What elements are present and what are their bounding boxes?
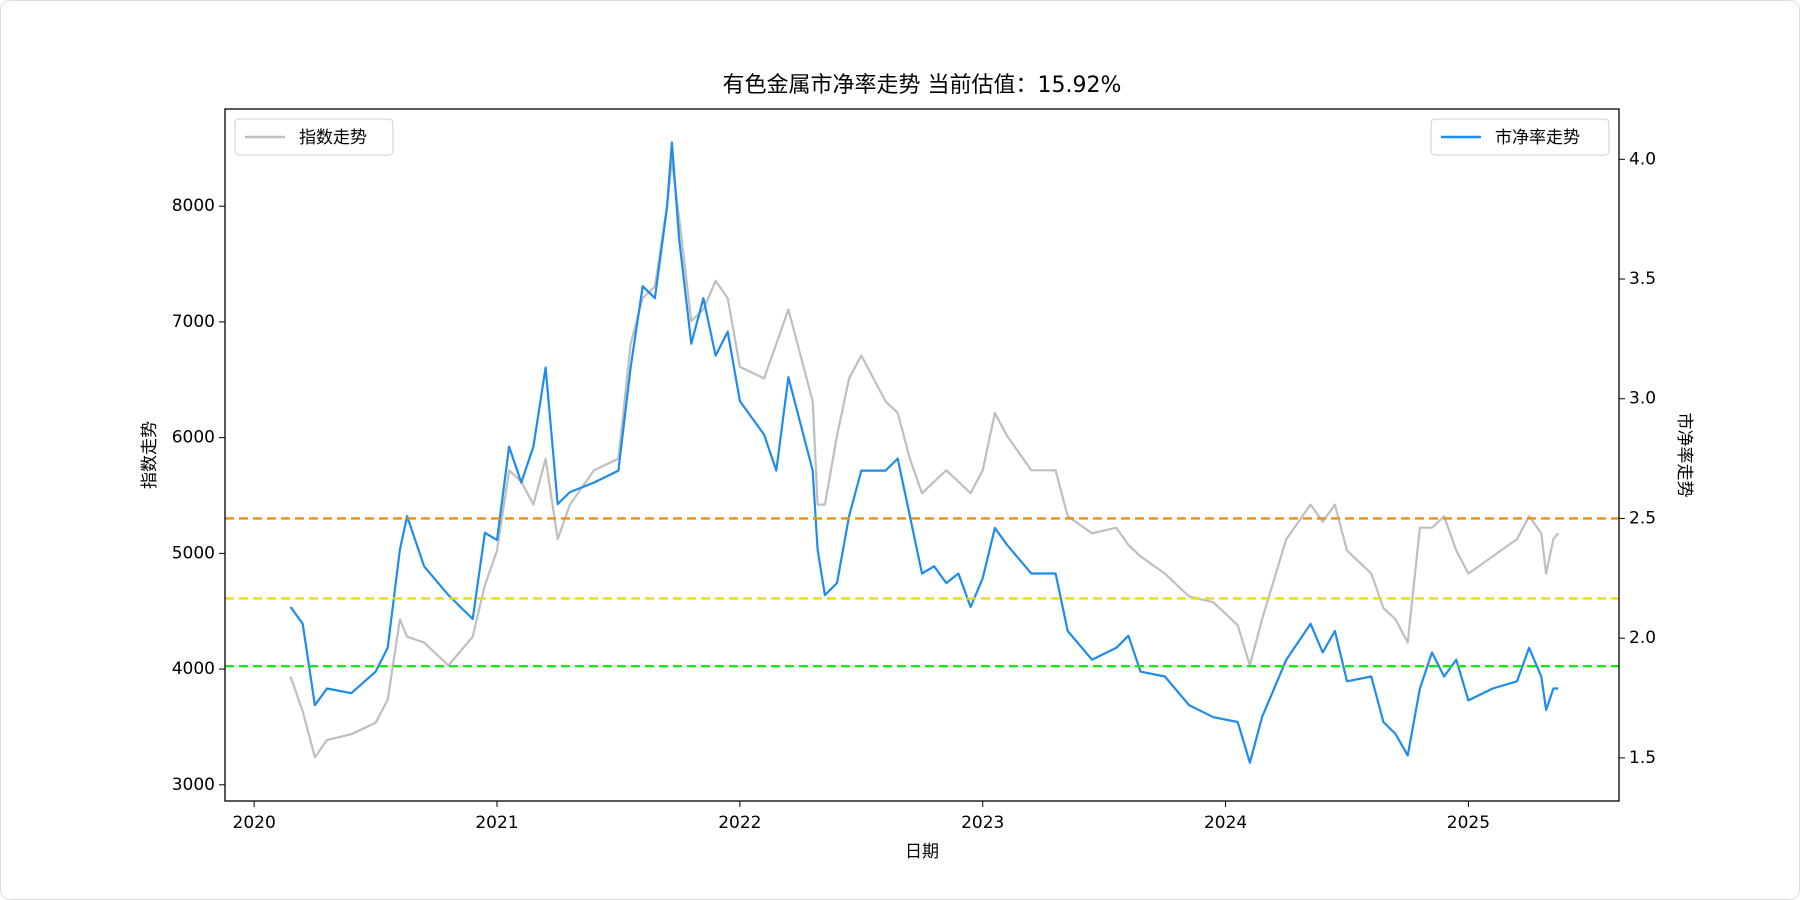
x-axis-label: 日期 — [905, 842, 939, 862]
legend-box — [1430, 118, 1610, 156]
y2-tick-label: 4.0 — [1629, 149, 1656, 169]
legend-label: 市净率走势 — [1495, 128, 1580, 148]
x-tick-label: 2025 — [1447, 813, 1490, 833]
y-tick-label: 3000 — [172, 775, 215, 795]
series-line — [289, 141, 1559, 764]
y2-tick-label: 2.0 — [1629, 628, 1656, 648]
chart-title: 有色金属市净率走势 当前估值：15.92% — [723, 73, 1122, 98]
y-tick-label: 8000 — [172, 196, 215, 216]
x-tick-label: 2020 — [233, 813, 276, 833]
y2-tick-label: 3.0 — [1629, 389, 1656, 409]
x-tick-label: 2022 — [718, 813, 761, 833]
y2-axis-label: 市净率走势 — [1674, 413, 1694, 498]
y-tick-label: 7000 — [172, 312, 215, 332]
y-tick-label: 6000 — [172, 428, 215, 448]
y-axis-label: 指数走势 — [140, 421, 160, 489]
x-tick-label: 2024 — [1204, 813, 1247, 833]
y2-tick-label: 1.5 — [1629, 748, 1656, 768]
y2-tick-label: 2.5 — [1629, 508, 1656, 528]
legend-label: 指数走势 — [299, 128, 367, 148]
plot-frame — [224, 108, 1620, 802]
series-line — [289, 159, 1560, 759]
x-tick-label: 2021 — [475, 813, 518, 833]
y-tick-label: 5000 — [172, 543, 215, 563]
x-tick-label: 2023 — [961, 813, 1004, 833]
y-tick-label: 4000 — [172, 659, 215, 679]
legend-box — [234, 118, 394, 156]
y2-tick-label: 3.5 — [1629, 269, 1656, 289]
